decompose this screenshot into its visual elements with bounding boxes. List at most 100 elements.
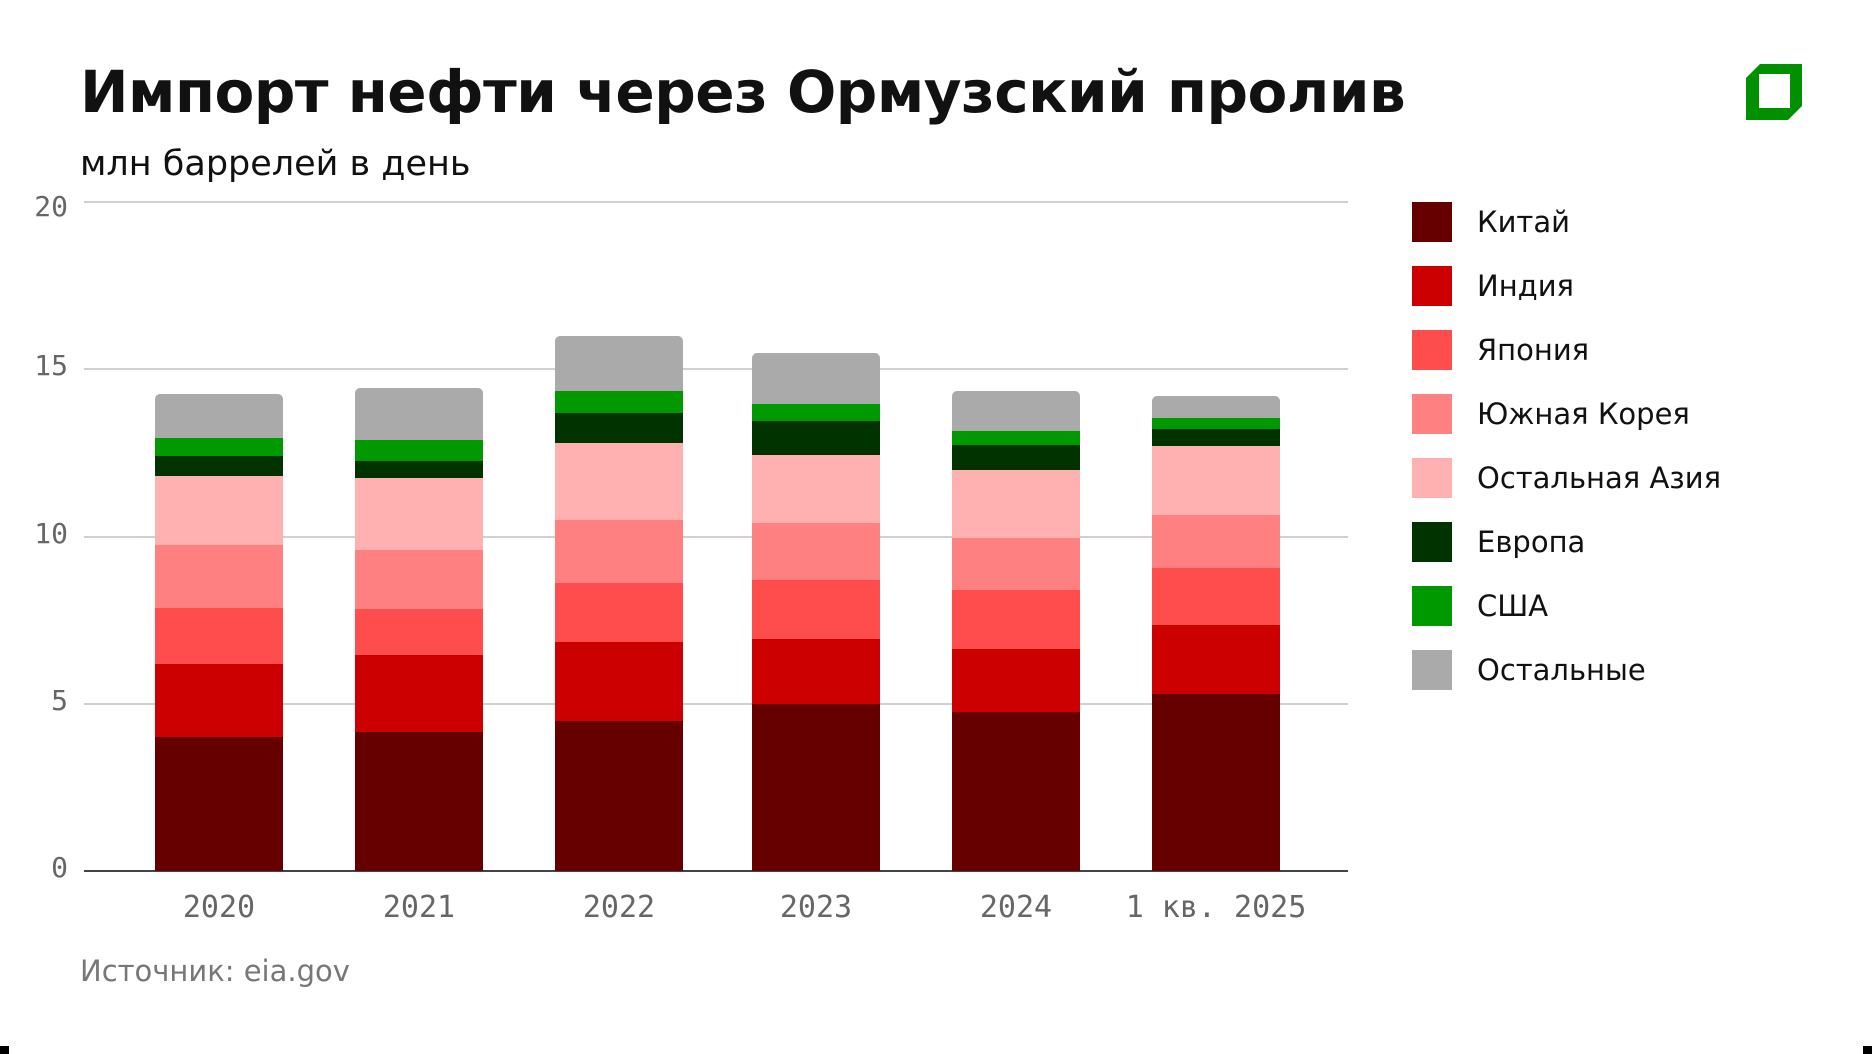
legend-item: Япония xyxy=(1412,330,1721,370)
bar-segment[interactable] xyxy=(155,737,283,871)
legend: Китай Индия Япония Южная Корея Остальная Ази… xyxy=(1412,202,1721,714)
chart-subtitle: млн баррелей в день xyxy=(80,144,471,184)
legend-swatch-icon xyxy=(1412,586,1452,626)
x-tick-label: 2023 xyxy=(779,890,853,925)
bar-segment[interactable] xyxy=(555,391,683,413)
y-tick-label: 5 xyxy=(51,683,68,717)
bar-segment[interactable] xyxy=(555,720,683,871)
legend-swatch-icon xyxy=(1412,266,1452,306)
bar-segment[interactable] xyxy=(355,655,483,733)
y-tick-label: 20 xyxy=(34,190,68,223)
bar-segment[interactable] xyxy=(555,442,683,520)
x-tick-label: 1 кв. 2025 xyxy=(1125,890,1307,925)
x-axis-line xyxy=(84,870,1348,872)
bar-stack[interactable] xyxy=(355,387,483,871)
corner-mark-right xyxy=(1863,1046,1872,1054)
bar-segment[interactable] xyxy=(155,394,283,438)
bar-segment[interactable] xyxy=(355,439,483,462)
bar-stack[interactable] xyxy=(555,335,683,871)
bar-segment[interactable] xyxy=(555,335,683,392)
legend-label: Япония xyxy=(1477,333,1590,367)
bar-stack[interactable] xyxy=(752,352,880,871)
legend-swatch-icon xyxy=(1412,458,1452,498)
bar-segment[interactable] xyxy=(355,387,483,440)
bar-segment[interactable] xyxy=(752,638,880,704)
legend-swatch-icon xyxy=(1412,394,1452,434)
bar-segment[interactable] xyxy=(355,478,483,551)
bar-segment[interactable] xyxy=(752,454,880,524)
bar-segment[interactable] xyxy=(155,437,283,457)
bar-segment[interactable] xyxy=(1152,568,1280,626)
legend-swatch-icon xyxy=(1412,522,1452,562)
legend-label: Остальная Азия xyxy=(1477,461,1722,495)
x-tick-label: 2024 xyxy=(979,890,1053,925)
legend-item: Южная Корея xyxy=(1412,394,1721,434)
bar-segment[interactable] xyxy=(952,538,1080,591)
bar-segment[interactable] xyxy=(752,421,880,455)
plot-area xyxy=(84,201,1348,872)
bar-segment[interactable] xyxy=(155,663,283,738)
bar-segment[interactable] xyxy=(155,456,283,477)
bar-segment[interactable] xyxy=(952,431,1080,445)
bar-segment[interactable] xyxy=(155,608,283,664)
bar-segment[interactable] xyxy=(952,469,1080,539)
legend-label: Остальные xyxy=(1477,653,1646,687)
legend-swatch-icon xyxy=(1412,650,1452,690)
bar-segment[interactable] xyxy=(752,352,880,405)
x-tick-label: 2022 xyxy=(582,890,656,925)
gridline xyxy=(84,535,1348,538)
legend-label: Европа xyxy=(1477,525,1586,559)
legend-swatch-icon xyxy=(1412,330,1452,370)
chart-title: Импорт нефти через Ормузский пролив xyxy=(80,58,1406,126)
bar-segment[interactable] xyxy=(1152,396,1280,418)
bar-segment[interactable] xyxy=(1152,693,1280,871)
legend-item: Остальные xyxy=(1412,650,1721,690)
legend-label: США xyxy=(1477,589,1549,623)
legend-item: Остальная Азия xyxy=(1412,458,1721,498)
gridline xyxy=(84,702,1348,705)
legend-label: Индия xyxy=(1477,269,1574,303)
bar-segment[interactable] xyxy=(952,444,1080,470)
legend-item: Европа xyxy=(1412,522,1721,562)
bar-segment[interactable] xyxy=(155,544,283,609)
gridline xyxy=(84,201,1348,203)
corner-mark-left xyxy=(0,1046,9,1054)
bar-segment[interactable] xyxy=(952,391,1080,432)
bar-segment[interactable] xyxy=(952,712,1080,871)
bar-segment[interactable] xyxy=(1152,625,1280,694)
legend-swatch-icon xyxy=(1412,202,1452,242)
legend-label: Китай xyxy=(1477,205,1570,239)
legend-item: Китай xyxy=(1412,202,1721,242)
legend-item: Индия xyxy=(1412,266,1721,306)
bar-segment[interactable] xyxy=(752,523,880,581)
bar-segment[interactable] xyxy=(952,648,1080,713)
bar-segment[interactable] xyxy=(355,461,483,479)
bar-stack[interactable] xyxy=(155,394,283,871)
bar-segment[interactable] xyxy=(1152,429,1280,447)
bar-segment[interactable] xyxy=(752,703,880,871)
bar-segment[interactable] xyxy=(555,519,683,584)
legend-label: Южная Корея xyxy=(1477,397,1690,431)
bar-segment[interactable] xyxy=(555,641,683,721)
bar-segment[interactable] xyxy=(355,550,483,609)
source-note: Источник: eia.gov xyxy=(80,954,350,988)
bar-segment[interactable] xyxy=(555,583,683,642)
brand-logo-icon xyxy=(1746,64,1802,120)
bar-segment[interactable] xyxy=(355,732,483,871)
bar-segment[interactable] xyxy=(555,412,683,443)
bar-segment[interactable] xyxy=(1152,514,1280,569)
bar-segment[interactable] xyxy=(1152,446,1280,515)
bar-segment[interactable] xyxy=(952,590,1080,649)
bar-segment[interactable] xyxy=(1152,417,1280,430)
bar-stack[interactable] xyxy=(1152,396,1280,871)
gridline xyxy=(84,368,1348,371)
bar-stack[interactable] xyxy=(952,391,1080,871)
x-tick-label: 2020 xyxy=(182,890,256,925)
bar-segment[interactable] xyxy=(355,608,483,656)
bar-segment[interactable] xyxy=(752,580,880,639)
y-tick-label: 10 xyxy=(34,516,68,550)
bar-segment[interactable] xyxy=(752,404,880,422)
bar-segment[interactable] xyxy=(155,476,283,545)
y-tick-label: 15 xyxy=(34,349,68,383)
legend-item: США xyxy=(1412,586,1721,626)
